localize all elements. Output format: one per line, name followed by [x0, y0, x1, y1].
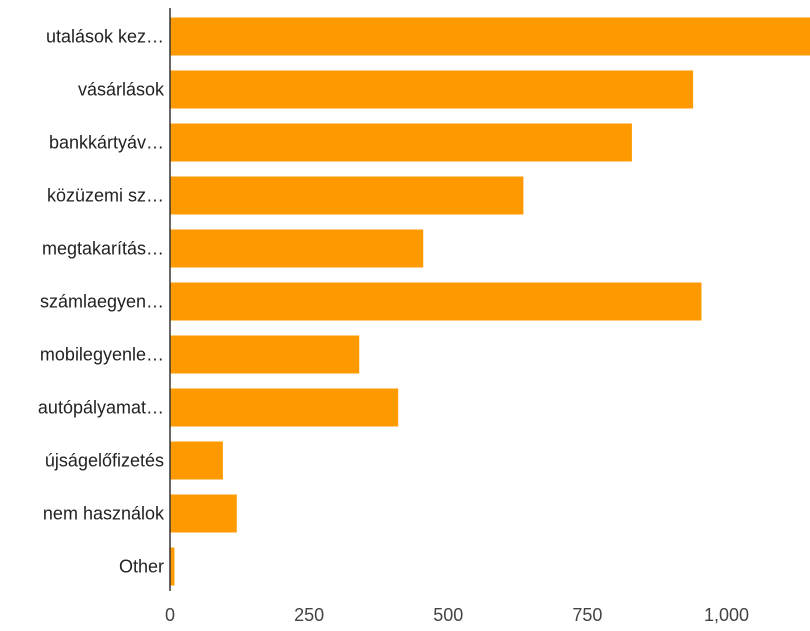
category-label: újságelőfizetés	[45, 451, 164, 471]
category-label: bankkártyáv…	[49, 133, 164, 153]
x-tick-label: 750	[572, 605, 602, 625]
bar	[170, 282, 702, 321]
category-label: nem használok	[43, 504, 165, 524]
x-tick-label: 250	[294, 605, 324, 625]
category-label: autópályamat…	[38, 398, 164, 418]
bar	[170, 441, 223, 480]
category-label: Other	[119, 557, 164, 577]
category-label: megtakarítás…	[42, 239, 164, 259]
bar	[170, 494, 237, 533]
x-tick-label: 500	[433, 605, 463, 625]
category-labels: utalások kez… vásárlások bankkártyáv… közüz…	[38, 27, 165, 577]
bar	[170, 123, 632, 162]
x-tick-label: 1,000	[704, 605, 749, 625]
x-tick-label: 0	[165, 605, 175, 625]
bar	[170, 388, 399, 427]
bars-group	[170, 17, 810, 586]
category-label: utalások kez…	[46, 27, 164, 47]
x-tick-labels: 0 250 500 750 1,000	[165, 605, 749, 625]
bar	[170, 547, 175, 586]
bar	[170, 176, 524, 215]
bar	[170, 229, 424, 268]
bar	[170, 335, 360, 374]
bar	[170, 70, 694, 109]
category-label: számlaegyen…	[40, 292, 164, 312]
category-label: vásárlások	[78, 80, 165, 100]
category-label: közüzemi sz…	[47, 186, 164, 206]
category-label: mobilegyenle…	[40, 345, 164, 365]
bar	[170, 17, 810, 56]
